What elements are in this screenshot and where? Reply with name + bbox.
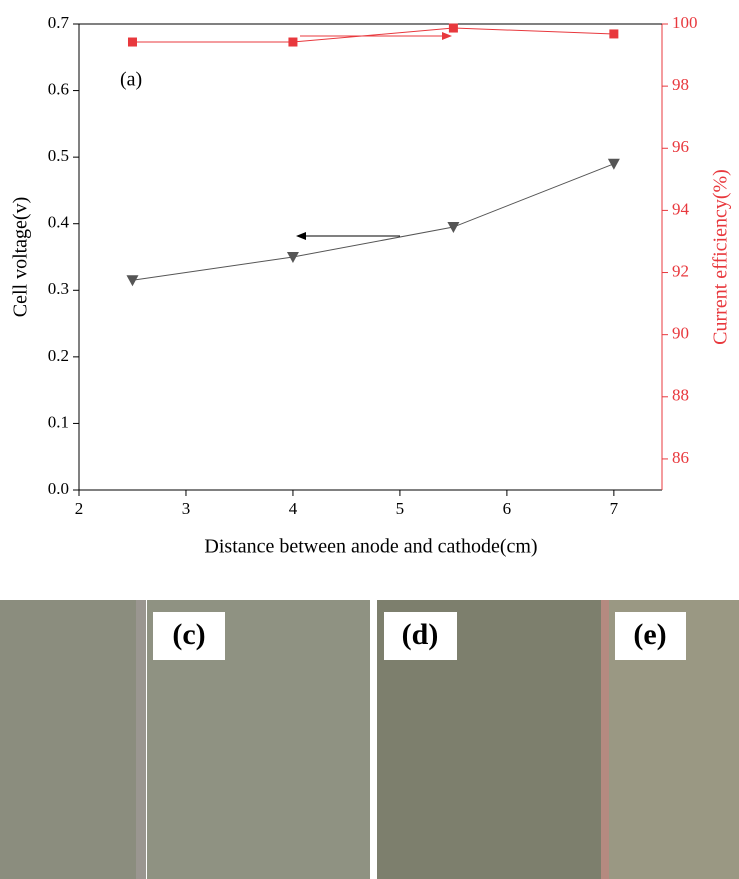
photo-edge: [601, 600, 609, 879]
marker: [126, 275, 139, 287]
marker: [609, 29, 619, 39]
y2-tick-label: 96: [672, 137, 689, 156]
x-tick-label: 6: [503, 499, 512, 518]
photo-label: (e): [633, 618, 666, 651]
y2-tick-label: 100: [672, 13, 698, 32]
y2-tick-label: 88: [672, 386, 689, 405]
label-box: [384, 612, 457, 660]
y2-tick-label: 94: [672, 199, 690, 218]
x-tick-label: 5: [396, 499, 405, 518]
y-tick-label: 0.6: [48, 79, 69, 98]
photo-label: (d): [402, 618, 439, 651]
photo-b: [0, 600, 136, 879]
y2-tick-label: 92: [672, 261, 689, 280]
label-box: [153, 612, 225, 660]
y-axis-label: Cell voltage(v): [10, 197, 32, 318]
photo-strip: (c) (d) (e): [0, 598, 739, 879]
arrowhead: [296, 232, 306, 240]
x-tick-label: 3: [182, 499, 191, 518]
y-tick-label: 0.5: [48, 146, 69, 165]
marker: [607, 158, 620, 170]
marker: [288, 37, 298, 47]
x-tick-label: 4: [289, 499, 298, 518]
marker: [447, 222, 460, 234]
y-tick-label: 0.3: [48, 279, 69, 298]
y2-tick-label: 86: [672, 448, 689, 467]
series-line: [132, 163, 615, 281]
y-tick-label: 0.7: [48, 13, 70, 32]
x-axis-label: Distance between anode and cathode(cm): [204, 536, 537, 558]
y-tick-label: 0.4: [48, 213, 70, 232]
annotation: (a): [120, 69, 142, 91]
y2-tick-label: 98: [672, 75, 689, 94]
photo-edge: [136, 600, 146, 879]
label-box: [615, 612, 686, 660]
y-tick-label: 0.1: [48, 412, 69, 431]
y-tick-label: 0.2: [48, 346, 69, 365]
marker: [448, 23, 458, 33]
marker: [286, 252, 299, 263]
x-tick-label: 2: [75, 499, 84, 518]
series-line: [132, 27, 614, 43]
marker: [127, 37, 137, 47]
y2-axis-label: Current efficiency(%): [710, 169, 732, 345]
y2-tick-label: 90: [672, 324, 689, 343]
y-tick-label: 0.0: [48, 479, 69, 498]
photo-label: (c): [172, 618, 205, 651]
x-tick-label: 7: [610, 499, 619, 518]
arrowhead: [442, 32, 452, 40]
